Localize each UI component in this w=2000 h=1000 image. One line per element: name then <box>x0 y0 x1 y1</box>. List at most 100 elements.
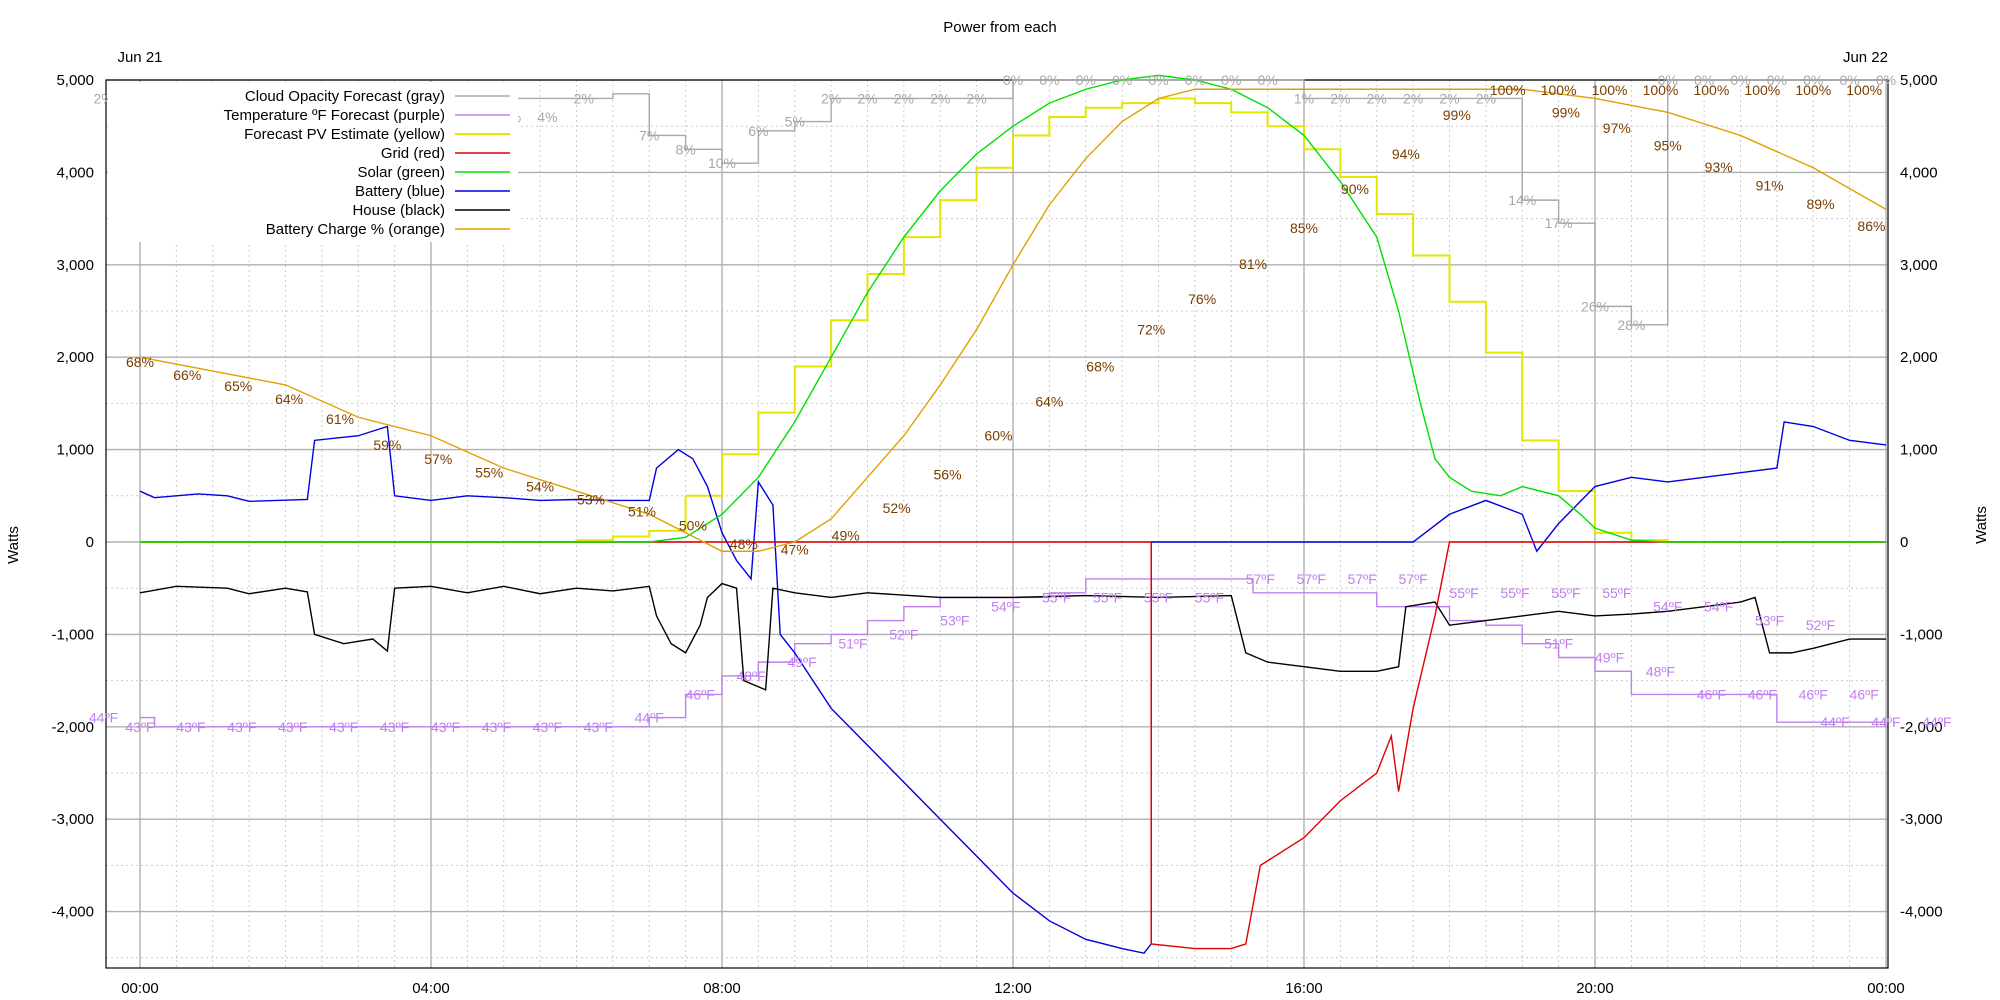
charge-percent-label: 49% <box>832 528 860 544</box>
charge-percent-label: 51% <box>628 504 656 520</box>
y-tick-label-left: 2,000 <box>56 349 94 366</box>
y-tick-label-left: -1,000 <box>51 626 94 643</box>
legend-label-grid: Grid (red) <box>381 145 445 162</box>
y-tick-label-right: -4,000 <box>1900 904 1943 921</box>
date-marker-label: Jun 22 <box>1843 49 1888 66</box>
charge-percent-label: 68% <box>126 354 154 370</box>
cloud-opacity-label: 2% <box>1330 90 1350 106</box>
series-forecast-line <box>140 97 1886 543</box>
cloud-opacity-label: 2% <box>574 90 594 106</box>
cloud-opacity-label: 14% <box>1508 192 1536 208</box>
y-tick-label-right: 5,000 <box>1900 72 1938 89</box>
cloud-opacity-label: 28% <box>1617 317 1645 333</box>
temperature-label: 44ºF <box>1922 714 1951 730</box>
charge-percent-label: 100% <box>1592 82 1628 98</box>
legend-label-battery: Battery (blue) <box>355 183 445 200</box>
temperature-label: 44ºF <box>1820 714 1849 730</box>
charge-percent-label: 64% <box>275 391 303 407</box>
y-tick-label-left: 5,000 <box>56 72 94 89</box>
temperature-label: 55ºF <box>1602 585 1631 601</box>
legend-box <box>108 82 518 242</box>
axes: 5,000 5,000 4,000 4,000 3,000 3,000 2,000 2,000… <box>51 49 1942 997</box>
x-tick-label: 00:00 <box>1867 980 1905 997</box>
x-tick-label: 04:00 <box>412 980 450 997</box>
charge-percent-label: 86% <box>1857 218 1885 234</box>
temperature-label: 55ºF <box>1195 589 1224 605</box>
charge-percent-label: 59% <box>373 437 401 453</box>
charge-percent-label: 100% <box>1693 82 1729 98</box>
cloud-opacity-label: 6% <box>748 123 768 139</box>
charge-percent-label: 47% <box>781 541 809 557</box>
charge-percent-label: 100% <box>1490 82 1526 98</box>
charge-percent-label: 89% <box>1807 196 1835 212</box>
y-tick-label-left: -3,000 <box>51 811 94 828</box>
series-temp-line <box>140 578 1886 728</box>
legend-label-house: House (black) <box>352 202 445 219</box>
temperature-label: 43ºF <box>380 719 409 735</box>
cloud-opacity-label: 0% <box>1039 72 1059 88</box>
legend-label-charge: Battery Charge % (orange) <box>266 221 445 238</box>
series-lines <box>139 74 1887 954</box>
cloud-opacity-label: 0% <box>1730 72 1750 88</box>
legend-label-cloud: Cloud Opacity Forecast (gray) <box>245 88 445 105</box>
temperature-label: 43ºF <box>431 719 460 735</box>
cloud-opacity-label: 0% <box>1112 72 1132 88</box>
cloud-opacity-label: 0% <box>1694 72 1714 88</box>
charge-percent-label: 100% <box>1846 82 1882 98</box>
charge-percent-label: 65% <box>224 378 252 394</box>
charge-percent-label: 99% <box>1552 104 1580 120</box>
legend-label-forecast: Forecast PV Estimate (yellow) <box>244 126 445 143</box>
x-tick-label: 12:00 <box>994 980 1032 997</box>
temperature-label: 55ºF <box>1144 589 1173 605</box>
charge-percent-label: 53% <box>577 491 605 507</box>
temperature-label: 46ºF <box>686 686 715 702</box>
cloud-opacity-label: 0% <box>1185 72 1205 88</box>
temperature-label: 43ºF <box>482 719 511 735</box>
charge-percent-label: 81% <box>1239 256 1267 272</box>
temperature-label: 46ºF <box>1697 686 1726 702</box>
temperature-label: 43ºF <box>125 719 154 735</box>
cloud-opacity-label: 26% <box>1581 298 1609 314</box>
cloud-opacity-label: 0% <box>1876 72 1896 88</box>
charge-percent-label: 57% <box>424 451 452 467</box>
cloud-opacity-label: 0% <box>1258 72 1278 88</box>
temperature-label: 52ºF <box>1806 617 1835 633</box>
temperature-label: 46ºF <box>1850 686 1879 702</box>
cloud-opacity-label: 0% <box>1221 72 1241 88</box>
y-tick-label-left: -2,000 <box>51 719 94 736</box>
y-tick-label-right: -2,000 <box>1900 719 1943 736</box>
temperature-label: 43ºF <box>227 719 256 735</box>
cloud-opacity-label: 5% <box>785 114 805 130</box>
cloud-opacity-label: 2% <box>1367 90 1387 106</box>
cloud-opacity-label: 0% <box>1148 72 1168 88</box>
charge-percent-label: 95% <box>1654 138 1682 154</box>
cloud-opacity-label: 2% <box>967 90 987 106</box>
date-marker-label: Jun 21 <box>117 49 162 66</box>
cloud-opacity-label: 8% <box>676 141 696 157</box>
charge-percent-label: 94% <box>1392 146 1420 162</box>
x-tick-label: 08:00 <box>703 980 741 997</box>
legend-label-solar: Solar (green) <box>357 164 445 181</box>
x-tick-label: 20:00 <box>1576 980 1614 997</box>
charge-percent-label: 100% <box>1795 82 1831 98</box>
y-tick-label-left: 0 <box>86 534 94 551</box>
charge-percent-label: 60% <box>984 428 1012 444</box>
cloud-opacity-label: 7% <box>639 127 659 143</box>
charge-percent-label: 100% <box>1643 82 1679 98</box>
y-tick-label-right: -3,000 <box>1900 811 1943 828</box>
series-house-line <box>139 582 1886 691</box>
charge-percent-label: 68% <box>1086 358 1114 374</box>
temperature-label: 55ºF <box>1449 585 1478 601</box>
charge-percent-label: 90% <box>1341 181 1369 197</box>
charge-percent-label: 85% <box>1290 220 1318 236</box>
cloud-opacity-label: 10% <box>708 155 736 171</box>
y-tick-label-left: 3,000 <box>56 257 94 274</box>
temperature-label: 49ºF <box>1595 650 1624 666</box>
y-axis-label-left: Watts <box>5 526 22 564</box>
legend-label-temp: Temperature ºF Forecast (purple) <box>224 107 445 124</box>
cloud-opacity-label: 1% <box>1294 90 1314 106</box>
cloud-opacity-label: 0% <box>1658 72 1678 88</box>
cloud-opacity-label: 2% <box>930 90 950 106</box>
temperature-label: 43ºF <box>584 719 613 735</box>
